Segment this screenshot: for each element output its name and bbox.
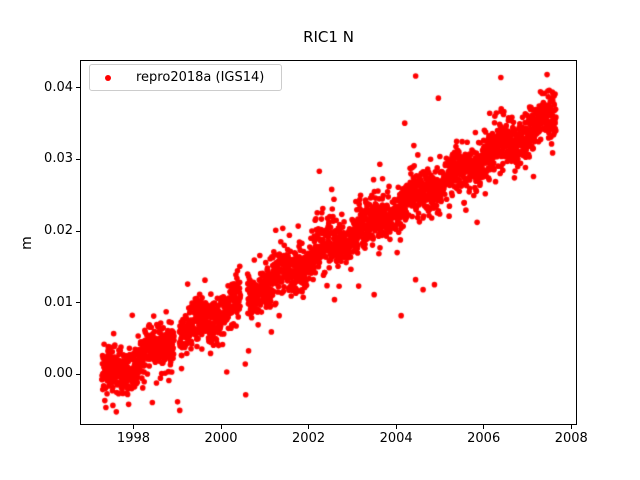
y-tick-mark [76, 302, 80, 304]
legend-box: repro2018a (IGS14) [89, 64, 282, 91]
x-tick-label: 2002 [292, 431, 326, 446]
x-tick-mark [395, 425, 397, 429]
x-tick-label: 2000 [204, 431, 238, 446]
y-tick-label: 0.01 [44, 294, 73, 310]
y-tick-mark [76, 230, 80, 232]
x-tick-label: 2006 [467, 431, 501, 446]
y-tick-mark [76, 87, 80, 89]
y-tick-label: 0.04 [44, 79, 73, 95]
y-axis-label: m [19, 236, 35, 250]
y-tick-mark [76, 158, 80, 160]
x-tick-label: 1998 [116, 431, 151, 446]
legend-marker-dot [105, 74, 111, 81]
x-tick-label: 2004 [379, 431, 413, 446]
scatter-series-canvas [81, 61, 576, 424]
x-tick-label: 2008 [554, 431, 588, 446]
y-tick-label: 0.00 [44, 366, 73, 382]
x-tick-mark [483, 425, 485, 429]
legend-label: repro2018a (IGS14) [136, 70, 265, 85]
x-tick-mark [132, 425, 134, 429]
x-tick-mark [570, 425, 572, 429]
x-tick-mark [220, 425, 222, 429]
y-tick-label: 0.02 [44, 223, 73, 239]
y-tick-label: 0.03 [44, 151, 73, 167]
x-tick-mark [308, 425, 310, 429]
chart-title: RIC1 N [303, 28, 354, 46]
plot-area: repro2018a (IGS14) [80, 60, 577, 425]
y-tick-mark [76, 373, 80, 375]
